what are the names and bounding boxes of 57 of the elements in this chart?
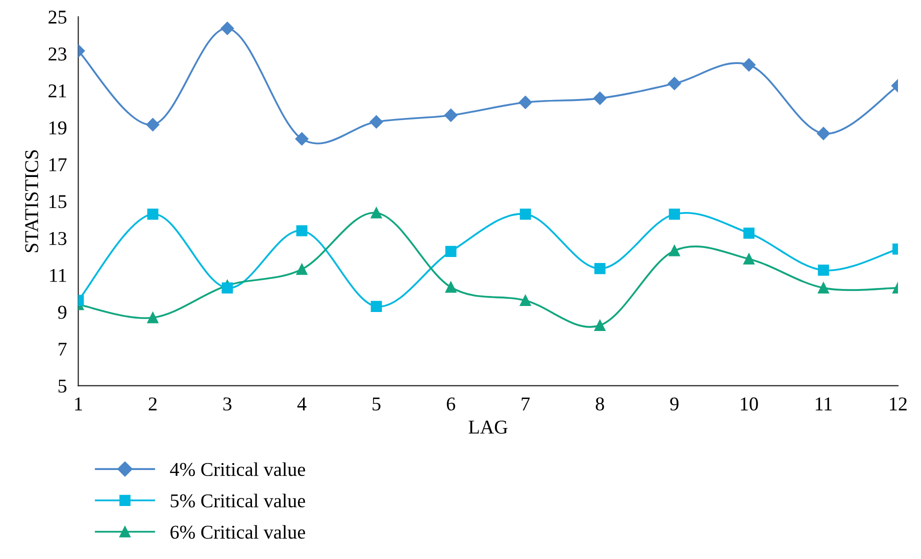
point — [518, 96, 532, 109]
point — [520, 208, 531, 220]
x-tick-label: 3 — [223, 397, 232, 411]
y-tick-label: 19 — [49, 121, 66, 134]
y-tick-label: 17 — [49, 158, 67, 172]
y-tick-label: 21 — [48, 84, 66, 98]
point — [296, 264, 308, 275]
x-tick-label: 5 — [372, 398, 380, 411]
point — [147, 312, 158, 324]
point — [743, 228, 754, 239]
y-tick-label: 13 — [49, 232, 66, 246]
point — [668, 208, 680, 220]
x-tick-label: 7 — [522, 398, 530, 410]
point — [594, 320, 606, 331]
point — [445, 246, 456, 257]
point — [295, 132, 308, 146]
point — [668, 245, 680, 256]
point — [220, 22, 234, 35]
y-tick-label: 15 — [49, 195, 66, 208]
y-tick-label: 7 — [58, 342, 67, 356]
y-tick-label: 11 — [50, 268, 66, 282]
y-tick-label: 25 — [48, 10, 66, 24]
y-axis-title: STATISTICS — [25, 150, 38, 252]
point — [818, 264, 830, 276]
y-tick-label: 5 — [58, 380, 66, 393]
point — [146, 118, 160, 132]
legend-label: 6% Critical value — [170, 525, 306, 539]
point — [147, 208, 158, 220]
point — [222, 282, 233, 294]
point — [520, 294, 531, 306]
point — [816, 126, 830, 140]
x-tick-label: 12 — [890, 397, 907, 410]
point — [296, 225, 308, 236]
x-tick-label: 6 — [446, 397, 456, 411]
point — [593, 92, 606, 105]
point — [370, 115, 383, 129]
x-tick-label: 4 — [297, 398, 306, 410]
point — [594, 263, 606, 274]
y-tick-label: 9 — [58, 306, 66, 319]
x-tick-label: 9 — [670, 397, 678, 411]
point — [370, 300, 382, 312]
y-tick-label: 23 — [48, 48, 66, 61]
point — [743, 253, 754, 265]
legend-label: 4% Critical value — [170, 462, 306, 476]
point — [370, 207, 382, 218]
x-tick-label: 1 — [75, 397, 82, 410]
x-tick-label: 11 — [816, 397, 832, 410]
x-axis-title: LAG — [468, 420, 508, 434]
x-tick-label: 8 — [596, 397, 604, 411]
x-tick-label: 2 — [148, 397, 157, 410]
point — [445, 282, 456, 293]
x-tick-label: 10 — [740, 397, 758, 411]
legend-label: 5% Critical value — [170, 494, 306, 508]
point — [818, 282, 830, 294]
point — [668, 76, 682, 90]
point — [444, 108, 458, 122]
point — [742, 58, 756, 72]
